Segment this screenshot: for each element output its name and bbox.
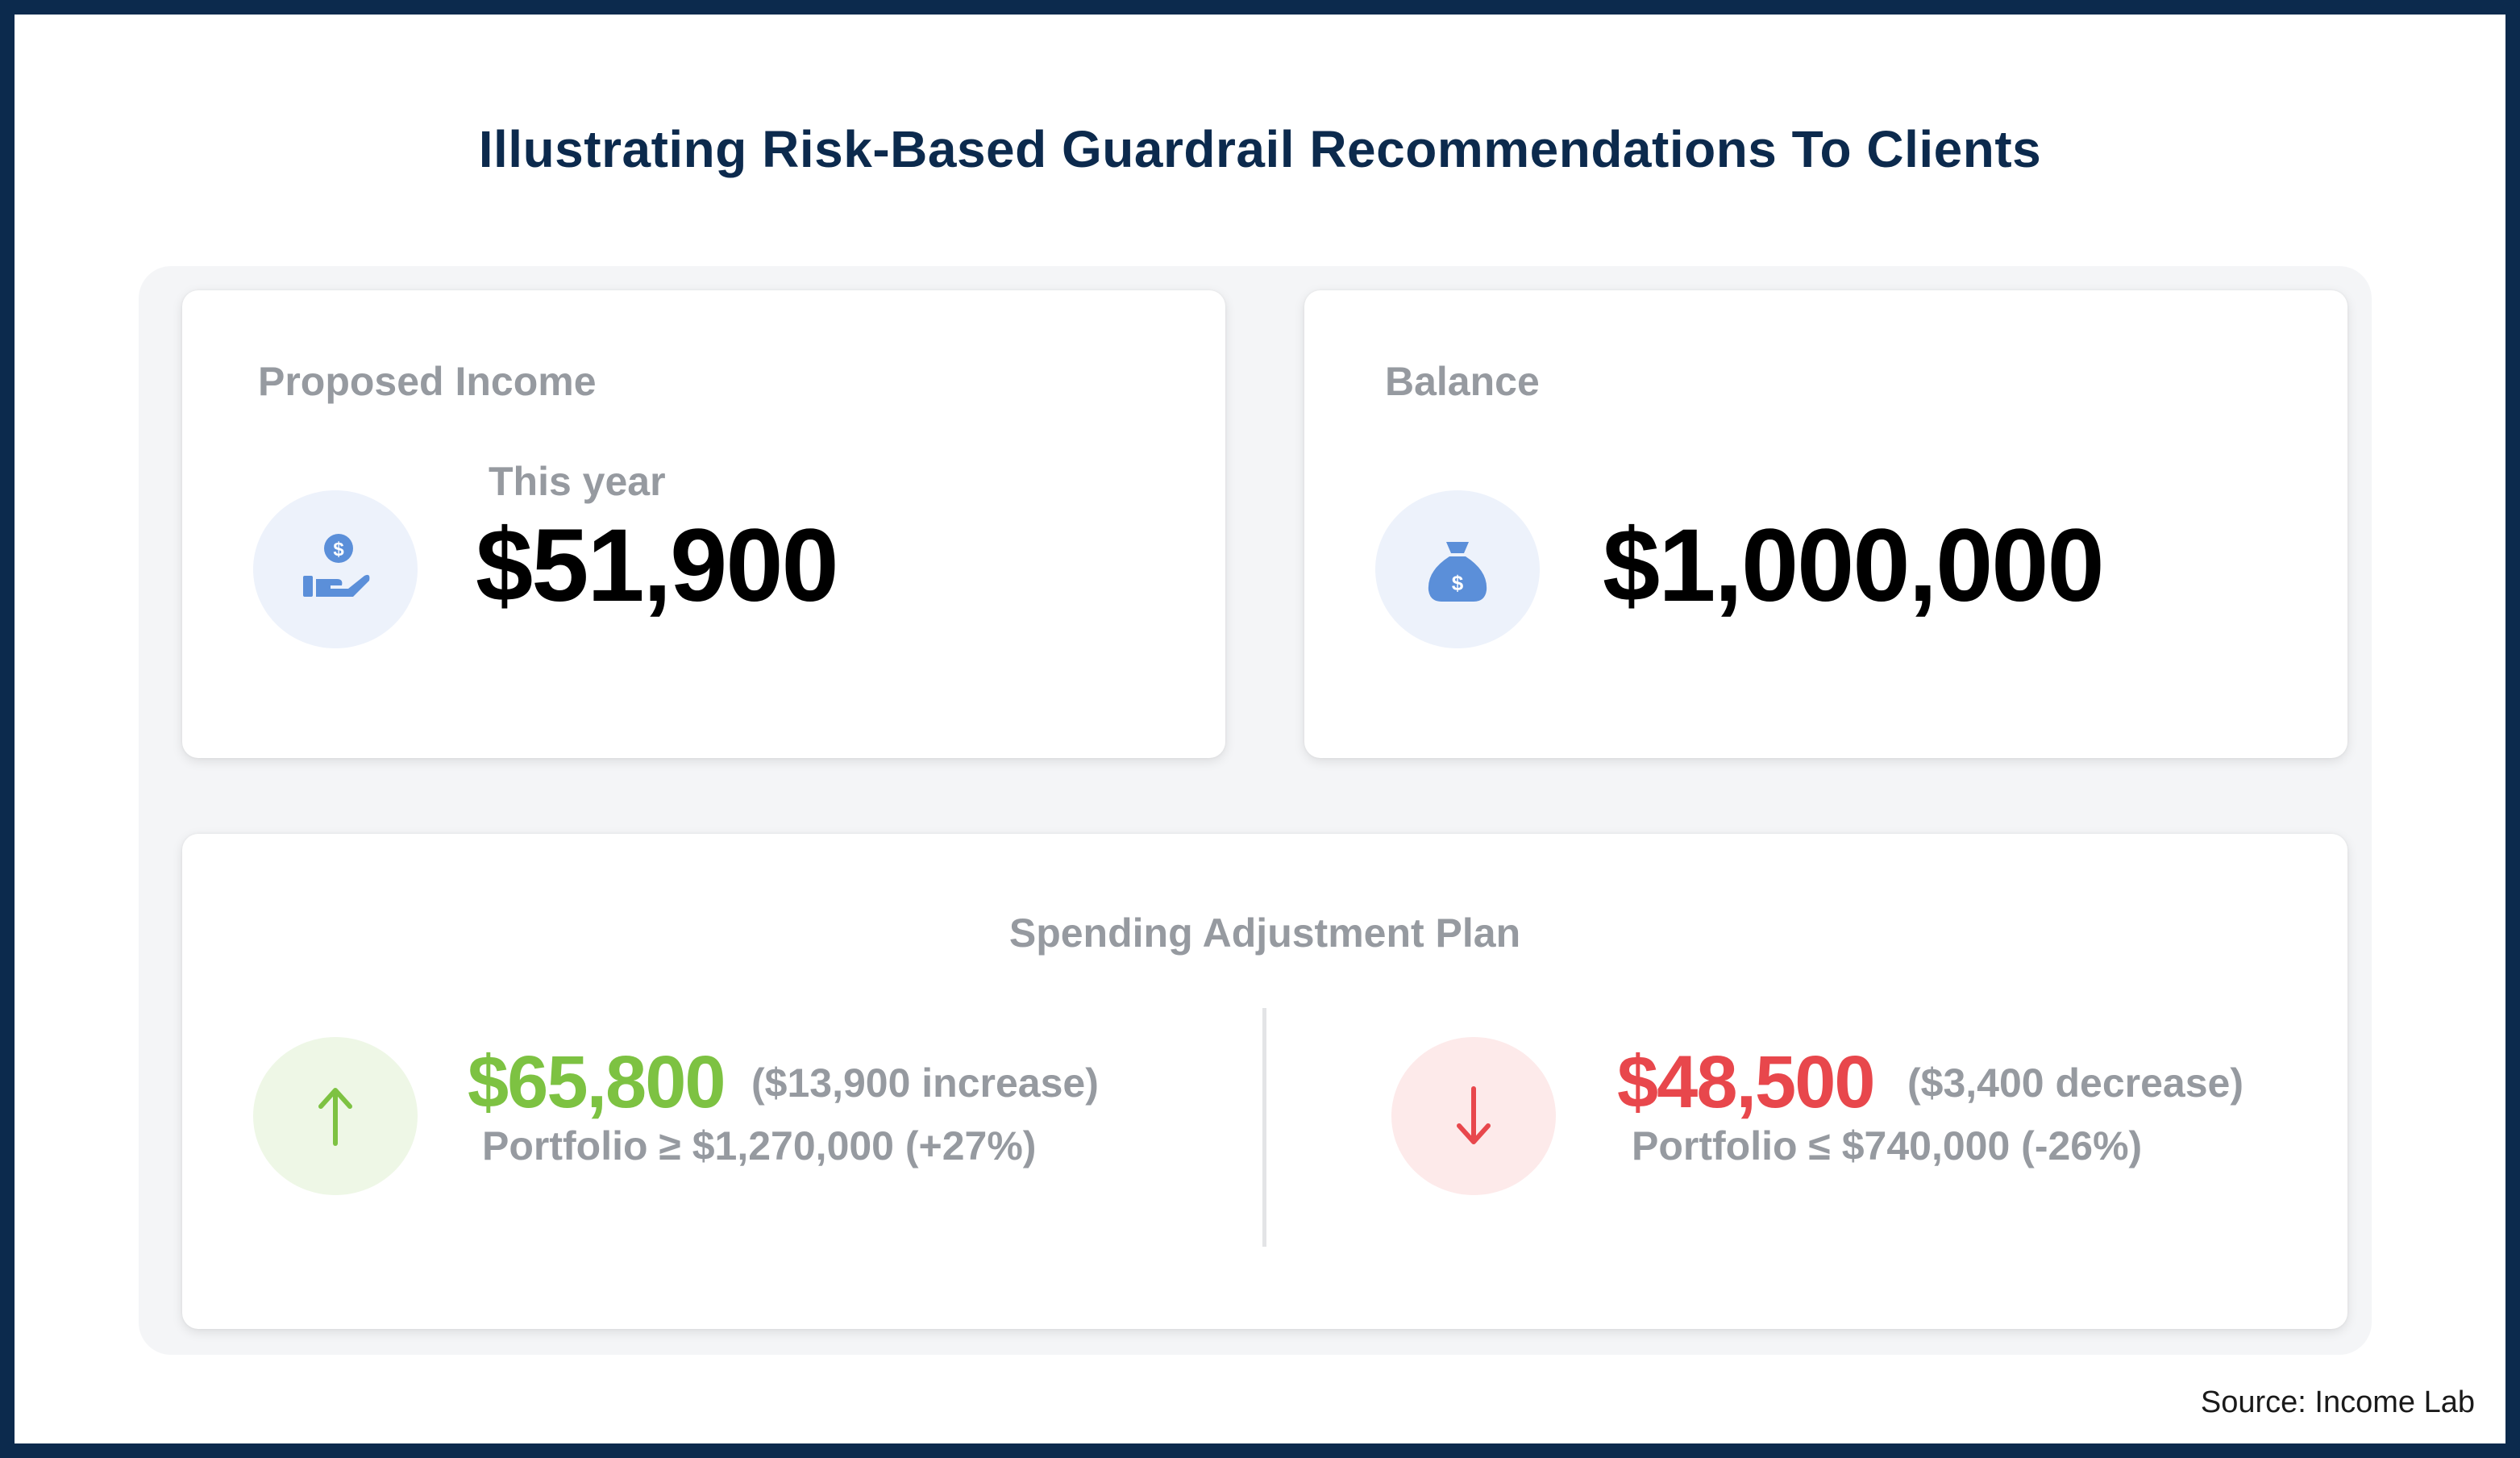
increase-amount: $65,800 xyxy=(468,1041,726,1123)
balance-value: $1,000,000 xyxy=(1603,508,2105,623)
decrease-change: ($3,400 decrease) xyxy=(1907,1060,2243,1106)
balance-label: Balance xyxy=(1385,359,1540,404)
decrease-condition: Portfolio ≤ $740,000 (-26%) xyxy=(1632,1123,2143,1168)
proposed-income-card: Proposed Income $ This year $51,900 xyxy=(182,290,1225,758)
proposed-income-value: $51,900 xyxy=(476,508,839,623)
money-bag-icon: $ xyxy=(1375,490,1540,648)
hand-dollar-icon: $ xyxy=(253,490,418,648)
svg-text:$: $ xyxy=(1452,571,1464,595)
proposed-income-label: Proposed Income xyxy=(258,359,597,404)
arrow-down-icon xyxy=(1391,1037,1556,1195)
page-title: Illustrating Risk-Based Guardrail Recomm… xyxy=(478,120,2042,178)
source-note: Source: Income Lab xyxy=(2200,1385,2475,1419)
increase-change: ($13,900 increase) xyxy=(751,1060,1099,1106)
increase-condition: Portfolio ≥ $1,270,000 (+27%) xyxy=(482,1123,1037,1168)
arrow-up-icon xyxy=(253,1037,418,1195)
this-year-label: This year xyxy=(489,459,666,504)
plan-divider xyxy=(1262,1008,1266,1247)
spending-plan-label: Spending Adjustment Plan xyxy=(1008,910,1521,956)
decrease-amount: $48,500 xyxy=(1617,1041,1876,1123)
balance-card: Balance $ $1,000,000 xyxy=(1304,290,2347,758)
svg-text:$: $ xyxy=(333,539,344,560)
